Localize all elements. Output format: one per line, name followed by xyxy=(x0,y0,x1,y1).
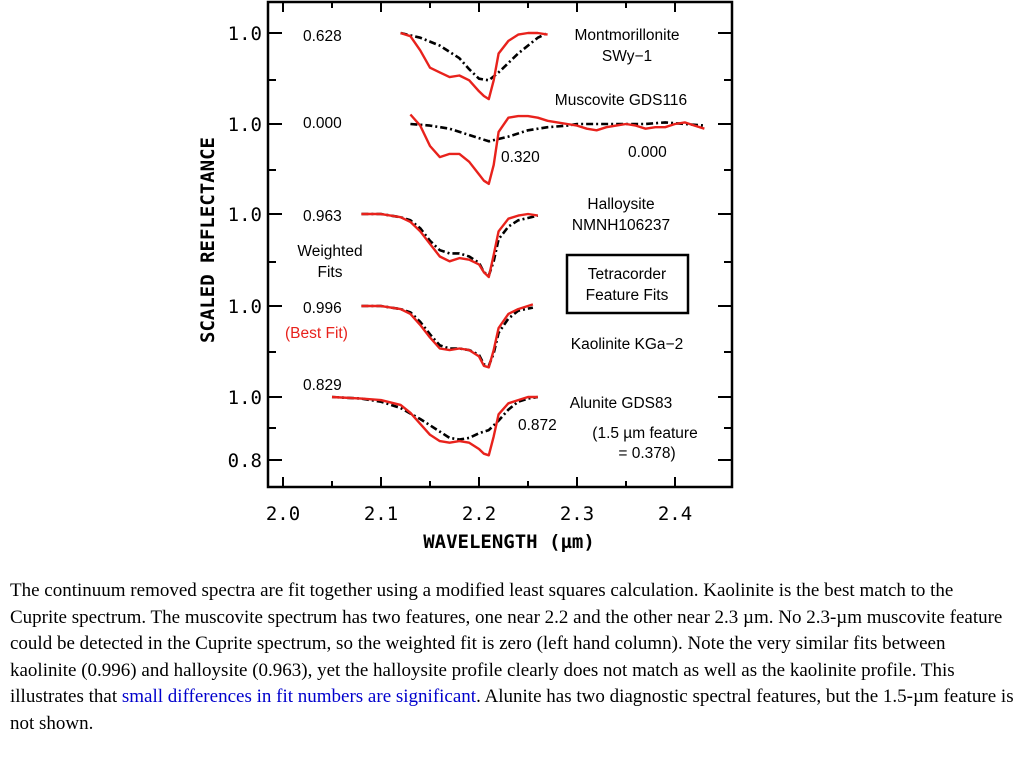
best-fit-label: (Best Fit) xyxy=(285,325,348,342)
fit-kaolinite: 0.996 xyxy=(303,300,342,317)
caption-text-before: The continuum removed spectra are fit to… xyxy=(10,580,1003,707)
figure-caption: The continuum removed spectra are fit to… xyxy=(10,578,1014,737)
fit-alunite-2: 0.872 xyxy=(518,417,557,434)
cuprite-spectrum-line xyxy=(361,212,539,277)
y-tick-label: 1.0 xyxy=(228,204,262,226)
tetracorder-label-2: Feature Fits xyxy=(586,287,669,304)
fit-montmorillonite: 0.628 xyxy=(303,28,342,45)
tetracorder-box xyxy=(565,253,690,315)
alunite-note-1: (1.5 µm feature xyxy=(592,425,697,442)
x-tick-label: 2.2 xyxy=(462,503,496,525)
alunite-note-2: = 0.378) xyxy=(618,445,675,462)
y-tick-label: 1.0 xyxy=(228,23,262,45)
tetracorder-chart: 2.0 2.1 2.2 2.3 2.4 1.0 1.0 1.0 1.0 1.0 0.8 SCALE… xyxy=(197,0,734,553)
y-tick-label: 1.0 xyxy=(228,387,262,409)
plot-frame xyxy=(266,0,734,489)
fit-muscovite: 0.000 xyxy=(303,115,342,132)
x-axis-label: WAVELENGTH (µm) xyxy=(423,531,595,553)
spectra-series xyxy=(331,31,705,457)
label-montmorillonite-1: Montmorillonite xyxy=(574,27,679,44)
y-tick-label: 0.8 xyxy=(228,450,262,472)
label-muscovite: Muscovite GDS116 xyxy=(555,92,687,109)
x-tick-label: 2.4 xyxy=(658,503,692,525)
x-tick-label: 2.1 xyxy=(364,503,398,525)
label-montmorillonite-2: SWy−1 xyxy=(602,48,652,65)
label-halloysite-1: Halloysite xyxy=(587,196,654,213)
y-tick-labels: 1.0 1.0 1.0 1.0 1.0 0.8 xyxy=(228,23,262,472)
significance-link[interactable]: small differences in fit numbers are sig… xyxy=(121,686,477,707)
fit-halloysite: 0.963 xyxy=(303,208,342,225)
x-tick-labels: 2.0 2.1 2.2 2.3 2.4 xyxy=(266,503,692,525)
library-spectrum-line xyxy=(331,395,538,457)
fit-muscovite-2.3: 0.000 xyxy=(628,144,667,161)
label-halloysite-2: NMNH106237 xyxy=(572,217,670,234)
library-spectrum-line xyxy=(409,113,705,186)
cuprite-spectrum-line xyxy=(400,31,549,82)
x-tick-label: 2.3 xyxy=(560,503,594,525)
axis-ticks xyxy=(268,2,732,487)
label-alunite: Alunite GDS83 xyxy=(570,395,673,412)
library-spectrum-line xyxy=(361,303,534,369)
weighted-fits-2: Fits xyxy=(318,264,343,281)
fit-alunite: 0.829 xyxy=(303,377,342,394)
library-spectrum-line xyxy=(361,212,538,279)
tetracorder-label-1: Tetracorder xyxy=(588,266,666,283)
y-tick-label: 1.0 xyxy=(228,114,262,136)
caption-text-after: . Alunite has two diagnostic spectral fe… xyxy=(10,686,1014,734)
cuprite-spectrum-line xyxy=(410,121,705,143)
fit-muscovite-2.2: 0.320 xyxy=(501,149,540,166)
y-axis-label: SCALED REFLECTANCE xyxy=(197,137,219,343)
x-tick-label: 2.0 xyxy=(266,503,300,525)
library-spectrum-line xyxy=(400,31,548,101)
weighted-fits-1: Weighted xyxy=(297,243,362,260)
label-kaolinite: Kaolinite KGa−2 xyxy=(571,336,683,353)
y-tick-label: 1.0 xyxy=(228,296,262,318)
